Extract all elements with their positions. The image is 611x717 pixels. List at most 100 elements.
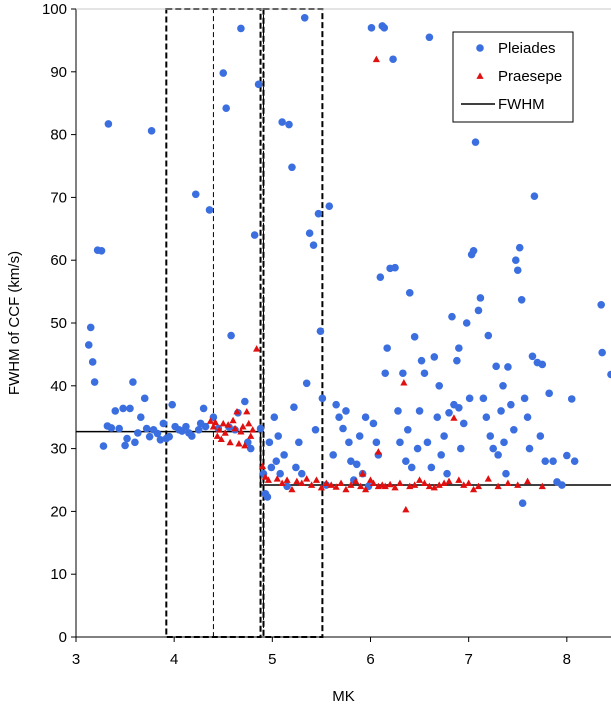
pleiades-point: [430, 353, 439, 361]
y-tick-label: 100: [42, 1, 67, 18]
pleiades-point: [345, 438, 353, 447]
pleiades-point: [598, 348, 606, 357]
pleiades-point: [445, 409, 453, 417]
pleiades-point: [285, 120, 293, 129]
pleiades-point: [314, 209, 323, 218]
legend-label-pleiades: Pleiades: [498, 40, 556, 57]
pleiades-point: [380, 24, 389, 32]
pleiades-point: [489, 444, 498, 453]
y-axis-title: FWHM of CCF (km/s): [6, 251, 23, 395]
pleiades-point: [342, 407, 350, 415]
pleiades-point: [86, 323, 95, 332]
pleiades-point: [513, 266, 522, 275]
praesepe-point: [435, 481, 443, 488]
y-tick-label: 0: [59, 629, 67, 646]
pleiades-point: [413, 444, 422, 453]
praesepe-point: [415, 476, 424, 483]
pleiades-point: [520, 394, 529, 403]
praesepe-point: [391, 483, 399, 491]
pleiades-point: [332, 400, 340, 409]
pleiades-point: [457, 444, 465, 453]
y-tick-label: 50: [50, 315, 67, 332]
praesepe-point: [402, 505, 410, 513]
pleiades-point: [486, 432, 495, 440]
praesepe-point: [224, 421, 232, 428]
pleiades-point: [97, 246, 106, 255]
praesepe-point: [264, 476, 273, 483]
pleiades-point: [168, 400, 177, 409]
pleiades-point: [381, 369, 390, 378]
pleiades-point: [131, 438, 139, 447]
pleiades-point: [147, 127, 156, 135]
pleiades-point: [142, 424, 151, 433]
pleiades-point: [502, 469, 510, 478]
praesepe-point: [369, 479, 378, 487]
pleiades-point: [188, 432, 196, 440]
praesepe-point: [337, 479, 345, 487]
praesepe-point: [217, 435, 225, 443]
praesepe-point: [411, 481, 419, 488]
pleiades-point: [119, 404, 127, 413]
praesepe-point: [278, 479, 286, 487]
fwhm-step-line: [76, 430, 611, 486]
pleiades-point: [420, 369, 429, 378]
pleiades-point: [538, 360, 547, 369]
pleiades-point: [84, 341, 93, 349]
legend-label-praesepe: Praesepe: [498, 68, 562, 85]
pleiades-point: [372, 438, 381, 447]
pleiades-point: [325, 202, 334, 210]
praesepe-point: [312, 476, 321, 483]
dashed-region-boxes: [165, 8, 324, 638]
pleiades-point: [270, 413, 279, 422]
pleiades-point: [545, 389, 553, 398]
pleiades-point: [352, 460, 361, 469]
pleiades-point: [376, 273, 385, 281]
praesepe-point: [307, 481, 316, 488]
pleiades-point: [145, 432, 154, 441]
praesepe-point: [374, 448, 382, 455]
pleiades-point: [517, 295, 526, 304]
y-tick-label: 60: [50, 252, 67, 269]
pleiades-point: [121, 441, 129, 450]
pleiades-point: [283, 482, 291, 491]
praesepe-point: [288, 485, 296, 493]
pleiades-point: [237, 24, 245, 33]
praesepe-point: [303, 475, 311, 482]
x-tick-label: 7: [464, 651, 472, 668]
pleiades-point: [256, 424, 265, 433]
praesepe-point: [226, 438, 234, 446]
legend: Pleiades Praesepe FWHM: [452, 31, 574, 123]
pleiades-point: [191, 190, 200, 199]
pleiades-point: [525, 444, 534, 453]
pleiades-point: [276, 469, 284, 478]
pleiades-point: [433, 413, 442, 422]
pleiades-point: [405, 289, 414, 297]
pleiades-point: [272, 457, 281, 465]
pleiades-point: [507, 400, 515, 409]
pleiades-point: [335, 413, 343, 422]
pleiades-point: [558, 481, 566, 489]
praesepe-point: [538, 482, 546, 490]
y-tick-label: 80: [50, 127, 67, 144]
dashed-region: [212, 8, 264, 638]
pleiades-point: [290, 403, 298, 411]
legend-marker-pleiades: [476, 44, 484, 52]
praesepe-point: [465, 479, 473, 487]
y-tick-label: 10: [50, 566, 67, 583]
praesepe-point: [283, 476, 291, 483]
pleiades-point: [510, 425, 518, 434]
praesepe-point: [347, 481, 355, 488]
praesepe-point: [396, 479, 404, 487]
pleiades-point: [425, 33, 434, 42]
pleiades-point: [541, 457, 550, 465]
praesepe-point: [237, 428, 245, 435]
pleiades-point: [448, 312, 456, 321]
y-tick-label: 40: [50, 378, 67, 395]
praesepe-point: [474, 482, 483, 490]
praesepe-point: [400, 379, 408, 386]
pleiades-point: [111, 407, 120, 415]
praesepe-point: [293, 477, 301, 485]
pleiades-point: [437, 451, 445, 459]
pleiades-point: [417, 356, 426, 365]
